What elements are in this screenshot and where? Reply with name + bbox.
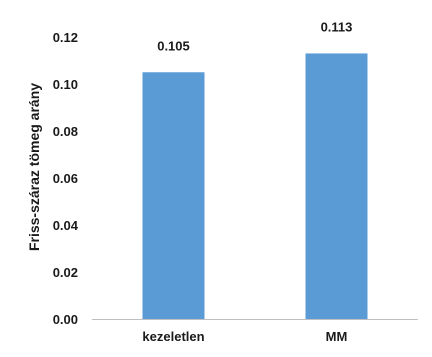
y-tick-label: 0.02 <box>53 265 78 280</box>
y-axis-label: Friss-száraz tömeg arány <box>26 83 42 251</box>
bar-1 <box>305 53 368 319</box>
x-tick-label: kezeletlen <box>142 329 204 344</box>
y-tick-label: 0.10 <box>53 77 78 92</box>
x-tick-label: MM <box>326 329 348 344</box>
data-label: 0.113 <box>321 19 353 34</box>
y-tick-label: 0.06 <box>53 171 78 186</box>
y-tick-label: 0.04 <box>53 218 79 233</box>
bars: 0.105 0.113 <box>142 19 368 319</box>
bar-0 <box>142 72 205 319</box>
y-axis-ticks: 0.00 0.02 0.04 0.06 0.08 0.10 0.12 <box>53 30 79 327</box>
y-tick-label: 0.12 <box>53 30 78 45</box>
x-axis-labels: kezeletlen MM <box>142 329 347 344</box>
y-tick-label: 0.08 <box>53 124 78 139</box>
data-label: 0.105 <box>157 38 190 53</box>
y-tick-label: 0.00 <box>53 312 78 327</box>
